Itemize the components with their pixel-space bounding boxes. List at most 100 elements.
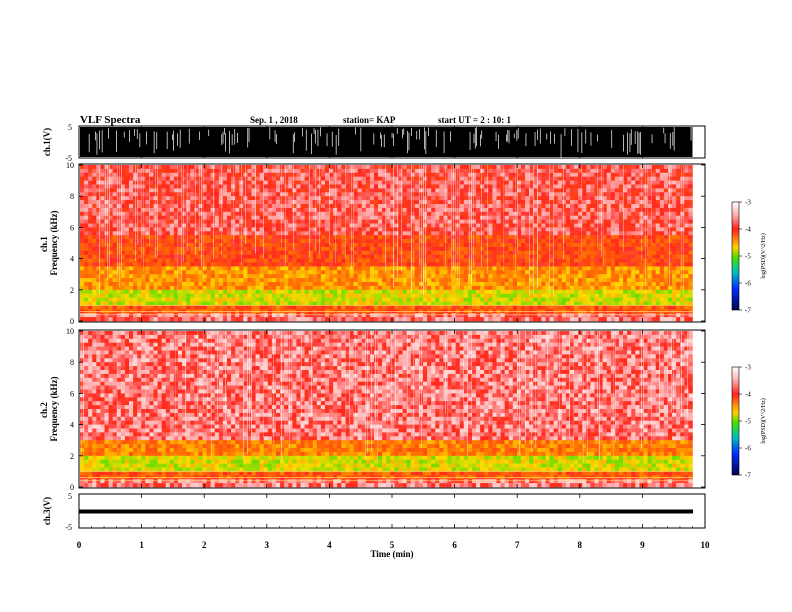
ch1-spec-cell — [161, 168, 167, 174]
ch1-spec-cell — [455, 196, 461, 201]
ch1-spec-cell — [627, 219, 632, 224]
ch1-spec-cell — [418, 266, 424, 271]
ch1-spec-cell — [116, 239, 122, 244]
ch1-spec-cell — [271, 274, 277, 279]
ch1-spec-cell — [471, 266, 477, 271]
ch1-spec-cell — [439, 258, 444, 263]
ch1-spec-cell — [292, 172, 297, 177]
ch1-spec-cell — [463, 270, 469, 275]
ch1-spec-cell — [496, 262, 501, 267]
ch1-spec-cell — [165, 223, 171, 228]
ch1-spec-cell — [663, 200, 669, 205]
ch1-spec-cell — [492, 184, 497, 189]
ch1-spec-cell — [680, 219, 685, 224]
ch1-spec-cell — [251, 223, 256, 228]
ch1-spec-cell — [206, 258, 211, 263]
ch1-spec-cell — [378, 168, 383, 174]
ch1-spec-cell — [594, 165, 599, 170]
ch1-spec-cell — [500, 184, 505, 189]
ch1-spec-cell — [88, 165, 93, 170]
ch1-spec-cell — [271, 239, 277, 244]
ch1-spec-cell — [688, 200, 693, 205]
ch1-spec-cell — [182, 282, 187, 287]
ch1-spec-cell — [512, 246, 518, 252]
ch1-spec-cell — [263, 282, 269, 287]
ch1-spec-cell — [92, 168, 97, 174]
ch1-spec-cell — [467, 184, 473, 189]
ch1-spec-cell — [92, 289, 97, 294]
ch1-spec-cell — [508, 227, 514, 232]
ch1-spec-cell — [251, 196, 256, 201]
ch1-spec-cell — [235, 188, 240, 193]
ch1-spec-cell — [627, 262, 632, 267]
ch1-spec-cell — [651, 235, 657, 240]
ch1-spec-cell — [578, 207, 583, 213]
ch1-spec-cell — [80, 200, 85, 205]
ch1-spec-cell — [378, 278, 383, 283]
ch1-spec-cell — [288, 165, 293, 170]
ch1-spec-cell — [324, 227, 330, 232]
ch1-spec-cell — [602, 200, 608, 205]
ch1-spec-cell — [582, 192, 587, 197]
ch1-spec-cell — [618, 192, 624, 197]
ch1-spec-cell — [320, 270, 326, 275]
ch1-spec-cell — [398, 219, 403, 224]
ch1-spec-cell — [173, 168, 179, 174]
ch1-spec-cell — [288, 172, 293, 177]
ch1-spec-cell — [541, 168, 546, 174]
ch1-spec-cell — [80, 274, 85, 279]
ch1-spec-cell — [116, 192, 122, 197]
ch1-spec-cell — [398, 285, 403, 291]
ch1-spec-cell — [194, 254, 199, 259]
ch1-spec-cell — [247, 176, 252, 181]
ch1-spec-cell — [398, 239, 403, 244]
ch1-spec-cell — [169, 196, 175, 201]
ch1-spec-cell — [676, 200, 681, 205]
ch1-spec-cell — [602, 258, 608, 263]
ch1-spec-cell — [590, 204, 595, 209]
ch1-spec-cell — [496, 184, 501, 189]
ch1-spec-cell — [667, 223, 673, 228]
ch1-spec-cell — [537, 285, 542, 291]
ch1-spec-cell — [586, 219, 591, 224]
ch1-spec-cell — [210, 168, 216, 174]
ch1-spec-cell — [239, 223, 244, 228]
ch1-spec-cell — [610, 270, 616, 275]
ch1-spec-cell — [161, 207, 167, 213]
ch1-spec-cell — [614, 180, 620, 185]
ch1-spec-cell — [263, 289, 269, 294]
ch1-spec-cell — [108, 207, 113, 213]
ch1-spec-cell — [463, 165, 469, 170]
ch1-spec-cell — [602, 254, 608, 259]
ch1-spec-cell — [606, 165, 612, 170]
ch1-spec-cell — [553, 200, 559, 205]
ch1-spec-cell — [598, 180, 603, 185]
ch1-spec-cell — [480, 270, 485, 275]
ch1-spec-cell — [251, 219, 256, 224]
ch1-spec-cell — [488, 219, 493, 224]
ch1-spec-cell — [373, 172, 379, 177]
ch1-spec-cell — [533, 196, 538, 201]
ch1-waveform-gap — [629, 133, 631, 153]
ch1-spec-cell — [255, 227, 260, 232]
ch1-spec-cell — [206, 270, 211, 275]
ch1-spec-cell — [84, 231, 89, 236]
ch1-waveform-gap — [474, 128, 476, 149]
ch1-spec-cell — [198, 289, 203, 294]
ch1-spec-cell — [267, 204, 273, 209]
ch1-spec-cell — [688, 188, 693, 193]
ch1-waveform-gap — [550, 131, 551, 144]
ch1-spec-cell — [243, 278, 248, 283]
ch1-spec-cell — [108, 219, 113, 224]
ch1-spec-cell — [296, 246, 301, 252]
ch1-spec-cell — [120, 243, 126, 248]
ch1-spec-cell — [578, 227, 583, 232]
ch1-spec-cell — [447, 235, 452, 240]
ch1-spec-cell — [680, 270, 685, 275]
ch1-spec-cell — [582, 239, 587, 244]
ch1-spec-cell — [182, 235, 187, 240]
ch1-spec-cell — [463, 188, 469, 193]
ch1-spec-cell — [639, 184, 644, 189]
ch1-spec-cell — [443, 246, 448, 252]
ch1-spec-cell — [443, 231, 448, 236]
